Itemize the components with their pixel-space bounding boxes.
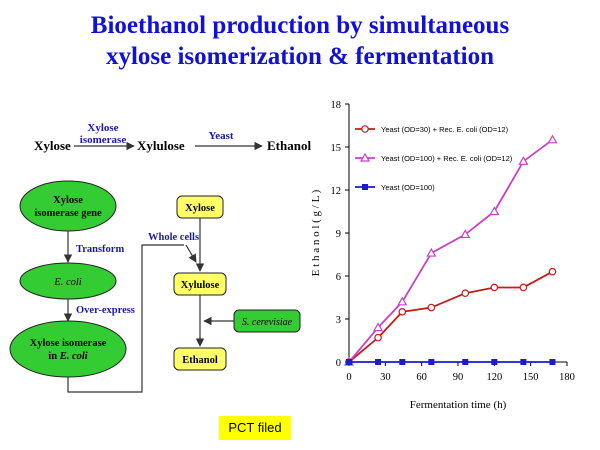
y-tick-label: 0 bbox=[336, 358, 341, 369]
x-tick-label: 180 bbox=[559, 372, 575, 383]
data-point-circle bbox=[461, 289, 470, 298]
flow-xylose: Xylose bbox=[34, 138, 71, 153]
x-tick-label: 120 bbox=[486, 372, 502, 383]
whole-cells-connector bbox=[67, 244, 184, 393]
series-2 bbox=[343, 134, 558, 366]
isomerase-label-2b: E. coli bbox=[59, 351, 88, 362]
series-3 bbox=[346, 359, 556, 365]
x-axis-label: Fermentation time (h) bbox=[410, 399, 507, 411]
data-point-circle bbox=[374, 333, 382, 342]
data-point-square bbox=[491, 359, 498, 365]
data-point-circle bbox=[427, 303, 436, 312]
flow-enzyme-label-2: isomerase bbox=[80, 134, 127, 146]
y-tick-label: 15 bbox=[331, 143, 342, 154]
slide-title: Bioethanol production by simultaneous xy… bbox=[0, 10, 600, 72]
data-point-triangle bbox=[397, 296, 408, 306]
flow-yeast-label: Yeast bbox=[208, 130, 233, 142]
gene-label-2: isomerase gene bbox=[34, 208, 102, 219]
data-point-triangle bbox=[343, 356, 355, 366]
legend-label: Yeast (OD=100) bbox=[381, 183, 435, 192]
ecoli-label: E. coli bbox=[53, 277, 81, 288]
flow-enzyme-label-1: Xylose bbox=[87, 122, 118, 134]
data-point-triangle bbox=[460, 229, 471, 239]
data-point-triangle bbox=[373, 322, 384, 332]
overexpress-label: Over-express bbox=[76, 305, 135, 316]
isomerase-label-1: Xylose isomerase bbox=[30, 338, 107, 349]
chart-series bbox=[343, 134, 558, 366]
data-point-triangle bbox=[359, 152, 371, 162]
box-ethanol-label: Ethanol bbox=[182, 355, 218, 366]
legend-label: Yeast (OD=100) + Rec. E. coli (OD=12) bbox=[381, 154, 513, 163]
data-point-circle bbox=[490, 283, 499, 292]
y-tick-label: 12 bbox=[331, 186, 342, 197]
data-point-circle bbox=[548, 267, 557, 276]
whole-cells-arrow bbox=[185, 244, 197, 263]
data-point-circle bbox=[519, 283, 528, 292]
flow-ethanol: Ethanol bbox=[267, 138, 311, 153]
data-point-circle bbox=[361, 125, 369, 133]
box-xylulose-label: Xylulose bbox=[181, 280, 220, 291]
data-point-square bbox=[462, 359, 469, 365]
series-line bbox=[348, 270, 553, 363]
data-point-square bbox=[399, 359, 406, 365]
x-tick-label: 0 bbox=[346, 372, 351, 383]
box-xylose-label: Xylose bbox=[185, 203, 215, 214]
chart-legend: Yeast (OD=30) + Rec. E. coli (OD=12) Yeas… bbox=[355, 125, 513, 192]
data-point-triangle bbox=[547, 134, 558, 144]
isomerase-label-2: in E. coli bbox=[48, 351, 87, 362]
isomerase-label-2a: in bbox=[48, 351, 59, 362]
x-tick-label: 60 bbox=[416, 372, 427, 383]
oval-xylose-isomerase-gene bbox=[19, 180, 117, 232]
y-tick-label: 3 bbox=[336, 315, 341, 326]
x-tick-label: 150 bbox=[523, 372, 539, 383]
data-point-triangle bbox=[518, 156, 529, 165]
title-line-2: xylose isomerization & fermentation bbox=[105, 43, 495, 70]
box-ethanol bbox=[173, 347, 227, 371]
transform-label: Transform bbox=[76, 244, 124, 255]
data-point-square bbox=[362, 184, 368, 190]
series-line bbox=[348, 139, 554, 363]
data-point-triangle bbox=[426, 247, 437, 257]
oval-xylose-isomerase-in-ecoli bbox=[9, 320, 127, 378]
chart-axes: 0 30 60 90 120 150 180 0 3 6 9 12 15 18 bbox=[331, 100, 575, 383]
legend-label: Yeast (OD=30) + Rec. E. coli (OD=12) bbox=[381, 125, 509, 134]
data-point-square bbox=[428, 359, 435, 365]
flow-xylulose: Xylulose bbox=[137, 138, 185, 153]
series-1 bbox=[345, 267, 557, 366]
data-point-triangle bbox=[489, 206, 500, 216]
title-line-1: Bioethanol production by simultaneous bbox=[90, 12, 510, 39]
box-scerevisiae-label: S. cerevisiae bbox=[242, 317, 293, 328]
data-point-circle bbox=[345, 358, 353, 366]
data-point-square bbox=[346, 359, 352, 365]
y-tick-label: 9 bbox=[336, 229, 341, 240]
y-tick-label: 6 bbox=[336, 272, 341, 283]
gene-label-1: Xylose bbox=[53, 195, 83, 206]
x-tick-label: 30 bbox=[380, 372, 391, 383]
process-diagram: Xylose Xylose isomerase Xylulose Yeast E… bbox=[9, 122, 311, 393]
x-tick-label: 90 bbox=[453, 372, 464, 383]
y-tick-label: 18 bbox=[331, 100, 342, 111]
data-point-square bbox=[520, 359, 527, 365]
data-point-square bbox=[549, 359, 556, 365]
pct-filed-label: PCT filed bbox=[219, 416, 291, 440]
whole-cells-label: Whole cells bbox=[148, 232, 199, 243]
data-point-circle bbox=[398, 308, 407, 316]
data-point-square bbox=[375, 359, 382, 365]
